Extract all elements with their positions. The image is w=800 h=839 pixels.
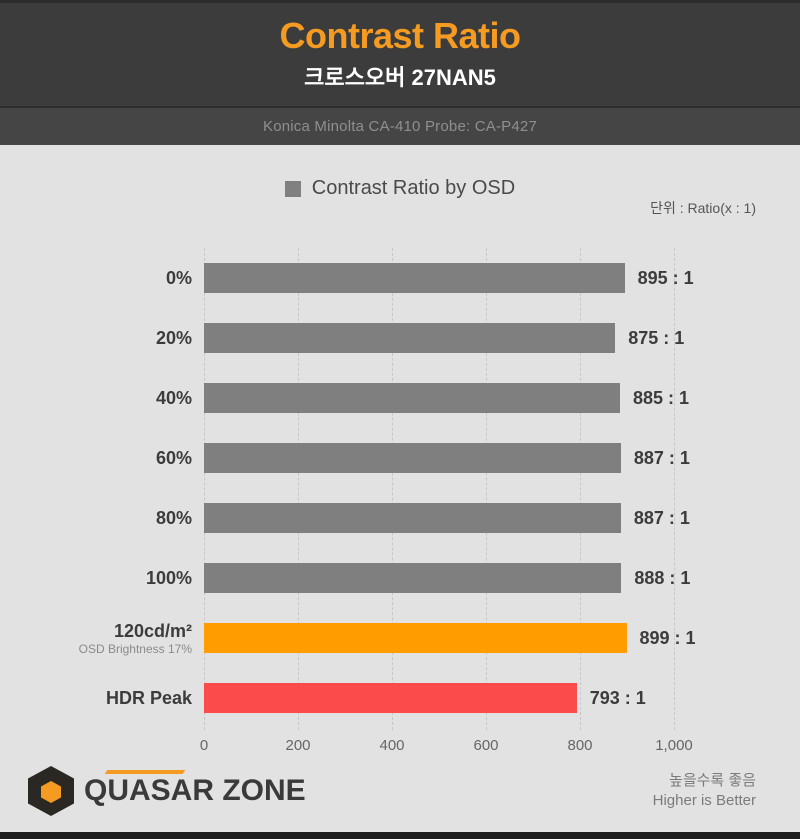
legend-swatch-icon [284,180,301,197]
category-name: 120cd/m² [113,620,192,641]
category-label: 20% [0,323,192,353]
header: Contrast Ratio 크로스오버 27NAN5 [0,0,800,106]
category-name: 80% [155,508,192,528]
value-label: 887 : 1 [633,507,690,528]
page-subtitle: 크로스오버 27NAN5 [304,65,496,90]
gridline-x-800 [580,248,581,730]
higher-is-better-note: 높을수록 좋음 Higher is Better [653,771,756,811]
chart-legend: Contrast Ratio by OSD [0,177,800,200]
category-name: 100% [145,568,192,588]
bar-row-80%: 80% 887 : 1 [0,503,800,533]
value-label: 875 : 1 [628,327,685,348]
quasarzone-hex-icon [28,766,74,816]
bar-40% [204,383,620,413]
category-label: 40% [0,383,192,413]
bar-row-HDR Peak: HDR Peak 793 : 1 [0,683,800,713]
bar-HDR Peak [204,683,577,713]
bar-row-20%: 20% 875 : 1 [0,323,800,353]
category-label: 0% [0,263,192,293]
value-label: 895 : 1 [637,267,694,288]
bar-row-120cd/m²: 120cd/m² OSD Brightness 17% 899 : 1 [0,620,800,656]
probe-label: Konica Minolta CA-410 Probe: CA-P427 [262,118,537,135]
quasarzone-cube-icon [41,781,61,803]
gridline-x-400 [392,248,393,730]
gridline-x-600 [486,248,487,730]
category-name: 20% [155,328,192,348]
bar-120cd/m² [204,623,627,653]
bar-60% [204,443,621,473]
value-label: 885 : 1 [632,387,689,408]
unit-label: 단위 : Ratio(x : 1) [650,200,756,216]
category-label: 100% [0,563,192,593]
note-korean: 높을수록 좋음 [669,772,756,789]
gridline-x-1,000 [674,248,675,730]
category-label: 80% [0,503,192,533]
category-name: 0% [165,268,192,288]
bar-row-100%: 100% 888 : 1 [0,563,800,593]
bar-80% [204,503,621,533]
bar-0% [204,263,625,293]
value-label: 793 : 1 [589,687,646,708]
x-axis-tick: 400 [379,737,405,754]
brand-swoosh-icon [104,770,186,774]
x-axis-tick: 600 [473,737,499,754]
category-name: 60% [155,448,192,468]
bar-20% [204,323,616,353]
value-label: 888 : 1 [634,567,691,588]
note-english: Higher is Better [652,792,756,809]
category-subtext: OSD Brightness 17% [78,641,192,656]
brand-name: QUASAR ZONE [84,774,306,807]
probe-strip: Konica Minolta CA-410 Probe: CA-P427 [0,106,800,145]
bar-row-60%: 60% 887 : 1 [0,443,800,473]
category-name: 40% [155,388,192,408]
brand-wordmark: QUASAR ZONE [84,770,306,808]
category-name: HDR Peak [105,688,192,708]
legend-label: Contrast Ratio by OSD [311,177,516,199]
page-title: Contrast Ratio [279,15,521,56]
brand-logo: QUASAR ZONE [28,766,306,816]
category-label: 120cd/m² OSD Brightness 17% [0,620,192,656]
x-axis-tick: 0 [199,737,209,754]
bar-row-0%: 0% 895 : 1 [0,263,800,293]
bottom-bar [0,832,800,839]
x-axis-tick: 800 [567,737,593,754]
bar-100% [204,563,622,593]
value-label: 887 : 1 [633,447,690,468]
bar-row-40%: 40% 885 : 1 [0,383,800,413]
value-label: 899 : 1 [639,627,696,648]
gridline-x-0 [204,248,205,730]
x-axis-tick: 1,000 [655,737,693,754]
category-label: HDR Peak [0,683,192,713]
category-label: 60% [0,443,192,473]
x-axis-tick: 200 [285,737,311,754]
gridline-x-200 [298,248,299,730]
